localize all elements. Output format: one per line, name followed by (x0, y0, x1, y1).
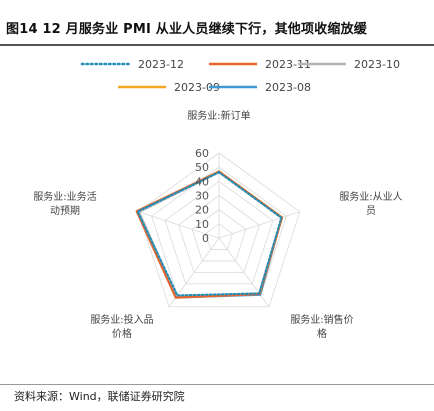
series-line-2023-12 (136, 171, 283, 297)
axis-label-1: 服务业:从业人员 (339, 190, 402, 217)
axis-label-2: 服务业:销售价格 (290, 313, 353, 340)
bottom-rule (0, 384, 434, 385)
legend-label-2023-12: 2023-12 (138, 58, 184, 71)
tick-label-10: 10 (195, 218, 209, 231)
grid-ring-20 (191, 209, 247, 262)
axis-label-0: 服务业:新订单 (187, 109, 250, 122)
axis-label-3: 服务业:投入品价格 (90, 313, 153, 340)
legend: 2023-12 2023-11 2023-10 2023-09 2023-08 (80, 58, 400, 94)
tick-label-0: 0 (202, 232, 209, 245)
grid-ring-40 (164, 180, 274, 285)
grid-ring-60 (137, 152, 301, 308)
radar-grid (137, 152, 301, 308)
grid-spoke-4 (138, 211, 220, 239)
grid-spoke-1 (218, 211, 300, 239)
legend-label-2023-11: 2023-11 (265, 58, 311, 71)
grid-ring-10 (205, 223, 233, 250)
figure-title: 图14 12 月服务业 PMI 从业人员继续下行，其他项收缩放缓 (6, 22, 367, 37)
legend-label-2023-08: 2023-08 (265, 81, 311, 94)
tick-label-40: 40 (195, 175, 209, 188)
legend-label-2023-10: 2023-10 (354, 58, 400, 71)
grid-ring-30 (178, 195, 260, 273)
source-note: 资料来源：Wind，联储证券研究院 (14, 390, 185, 403)
tick-label-30: 30 (195, 190, 209, 203)
tick-label-50: 50 (195, 161, 209, 174)
radar-series (135, 170, 284, 299)
legend-label-2023-09: 2023-09 (174, 81, 220, 94)
tick-label-20: 20 (195, 204, 209, 217)
tick-label-60: 60 (195, 147, 209, 160)
axis-label-4: 服务业:业务活动预期 (33, 190, 96, 217)
title-rule (0, 44, 434, 46)
series-line-2023-10 (137, 171, 283, 298)
